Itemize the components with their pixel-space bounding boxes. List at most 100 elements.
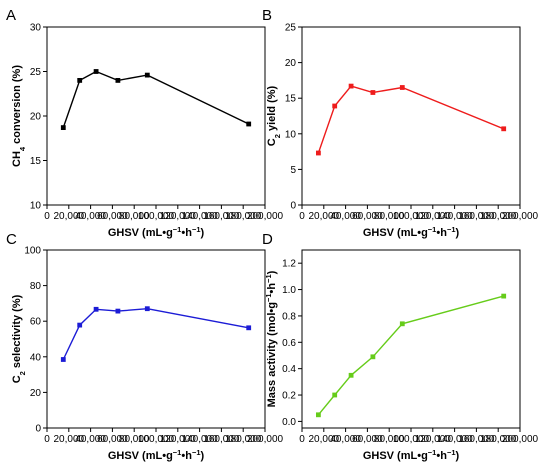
panel-a-data-point [77, 78, 83, 83]
panel-a-y-axis-label-part: CH [11, 151, 23, 167]
panel-c-x-axis-label-part: −1 [192, 448, 201, 457]
panel-b-x-axis-label-part: −1 [447, 225, 456, 234]
panel-c-x-tick-label: 0 [44, 434, 50, 445]
panel-d-x-tick-label: 0 [299, 434, 305, 445]
panel-c-y-axis-label-part: 2 [18, 371, 27, 375]
panel-a-y-tick-label: 30 [30, 23, 42, 34]
panel-c-y-axis-label-part: selectivity (%) [11, 294, 23, 371]
panel-d-data-point [316, 412, 321, 418]
panel-c: C 0 20,00040,00060,00080,000100,000120,000… [6, 231, 284, 462]
panel-c-data-point [60, 357, 66, 362]
panel-d-x-tick-label: 120,000 [415, 434, 452, 445]
panel-a-letter: A [6, 7, 16, 24]
panel-c-x-tick-label: 200,000 [247, 434, 284, 445]
panel-a-x-axis-label-part: GHSV (mL•g [108, 227, 173, 239]
panel-d-x-tick-label: 60,000 [352, 434, 383, 445]
panel-c-x-tick-label: 100,000 [138, 434, 175, 445]
panel-d-y-axis-label-part: −1 [264, 293, 273, 302]
panel-c-x-tick-label: 120,000 [160, 434, 197, 445]
panel-b-y-tick-label: 0 [290, 201, 296, 212]
panel-a-y-axis-label-part: conversion (%) [11, 65, 23, 147]
panel-b-data-point [370, 90, 376, 95]
panel-d-y-tick-label: 0.6 [282, 338, 296, 349]
panel-a-x-tick-label: 0 [44, 211, 50, 222]
panel-d-x-tick-label: 20,000 [309, 434, 340, 445]
panel-a-y-tick-label: 10 [30, 201, 42, 212]
panel-b-x-tick-label: 180,000 [480, 211, 517, 222]
panel-b-x-tick-label: 200,000 [502, 211, 539, 222]
panel-b-letter: B [262, 7, 272, 24]
panel-b-data-point [501, 126, 507, 132]
panel-c-y-tick-label: 0 [35, 424, 41, 435]
panel-c-y-tick-label: 80 [30, 281, 42, 292]
panel-c-x-tick-label: 180,000 [225, 434, 262, 445]
panel-d-x-axis-label-part: −1 [428, 448, 437, 457]
panel-c-data-point [144, 306, 150, 312]
panel-d-data-point [370, 354, 376, 360]
panel-b-plot-frame [301, 26, 521, 206]
panel-d-x-tick-label: 160,000 [458, 434, 495, 445]
panel-b-data-point [316, 150, 321, 156]
panel-b-y-tick-label: 10 [285, 129, 297, 140]
panel-c-x-tick-label: 60,000 [97, 434, 128, 445]
panel-c-data-point [93, 306, 99, 312]
panel-c-x-tick-label: 20,000 [54, 434, 85, 445]
panel-b-x-tick-label: 160,000 [458, 211, 495, 222]
panel-a: A 0 20,00040,00060,00080,000100,000120,000… [6, 7, 284, 239]
panel-b-y-tick-label: 25 [285, 23, 297, 34]
panel-d-y-tick-label: 0.0 [282, 417, 296, 428]
panel-d-y-axis-label-part: −1 [264, 274, 273, 283]
panel-b-y-tick-label: 20 [285, 58, 297, 69]
panel-d-x-axis-label: GHSV (mL•g−1•h−1) [363, 448, 460, 463]
panel-b-series-line [317, 85, 504, 154]
panel-a-x-axis-label-part: •h [181, 227, 192, 239]
panel-d-letter: D [262, 231, 273, 248]
panel-d-data-point [332, 392, 338, 398]
panel-b-y-axis-label-part: 2 [273, 134, 282, 138]
panel-a-data-point [93, 69, 99, 74]
panel-d-x-tick-label: 200,000 [502, 434, 539, 445]
panel-b-data-point [348, 83, 354, 89]
panel-a-y-axis-label: CH4 conversion (%) [11, 65, 27, 167]
panel-b-x-tick-label: 100,000 [393, 211, 430, 222]
panel-b-x-axis-label-part: −1 [428, 225, 437, 234]
panel-b-x-axis-label-part: ) [456, 227, 460, 239]
panel-a-y-tick-label: 20 [30, 112, 42, 123]
panel-d-y-tick-label: 0.2 [282, 391, 296, 402]
panel-a-x-tick-label: 180,000 [225, 211, 262, 222]
panel-b-x-tick-label: 0 [299, 211, 305, 222]
panel-a-data-point [115, 78, 121, 83]
panel-b-x-tick-label: 120,000 [415, 211, 452, 222]
panel-d-x-tick-label: 100,000 [393, 434, 430, 445]
panel-a-x-axis-label-part: ) [201, 227, 205, 239]
panel-b-data-point [332, 103, 338, 109]
panel-a-y-axis-label-part: 4 [18, 146, 27, 151]
panel-a-x-axis-label-part: −1 [192, 225, 201, 234]
panel-c-data-point [246, 325, 252, 331]
panel-a-x-tick-label: 200,000 [247, 211, 284, 222]
panel-a-y-tick-label: 25 [30, 67, 42, 78]
panel-a-x-axis-label-part: −1 [173, 225, 182, 234]
panel-c-y-axis-label: C2 selectivity (%) [11, 294, 27, 383]
panel-d-x-axis-label-part: −1 [447, 448, 456, 457]
panel-d-x-tick-label: 80,000 [374, 434, 405, 445]
panel-c-data-point [115, 308, 121, 314]
panel-c-x-tick-label: 140,000 [182, 434, 219, 445]
panel-c-x-tick-label: 160,000 [203, 434, 240, 445]
panel-a-x-axis-label: GHSV (mL•g−1•h−1) [108, 225, 205, 240]
panel-d-plot-frame [301, 249, 521, 429]
panel-d-x-axis-label-part: GHSV (mL•g [363, 450, 428, 462]
panel-c-x-axis-label-part: ) [201, 450, 205, 462]
panel-a-series-line [62, 70, 250, 128]
panel-a-x-tick-label: 100,000 [138, 211, 175, 222]
panel-c-y-axis-label-part: C [11, 375, 23, 383]
panel-d: D 0 20,00040,00060,00080,000100,000120,000… [262, 231, 539, 462]
panel-a-x-tick-label: 60,000 [97, 211, 128, 222]
panel-d-y-tick-label: 1.0 [282, 285, 296, 296]
panel-a-x-tick-label: 160,000 [203, 211, 240, 222]
panel-d-y-axis-label-part: •h [266, 283, 278, 294]
panel-a-data-point [246, 121, 252, 127]
panel-b-y-tick-label: 15 [285, 94, 297, 105]
panel-d-y-tick-label: 0.8 [282, 311, 296, 322]
